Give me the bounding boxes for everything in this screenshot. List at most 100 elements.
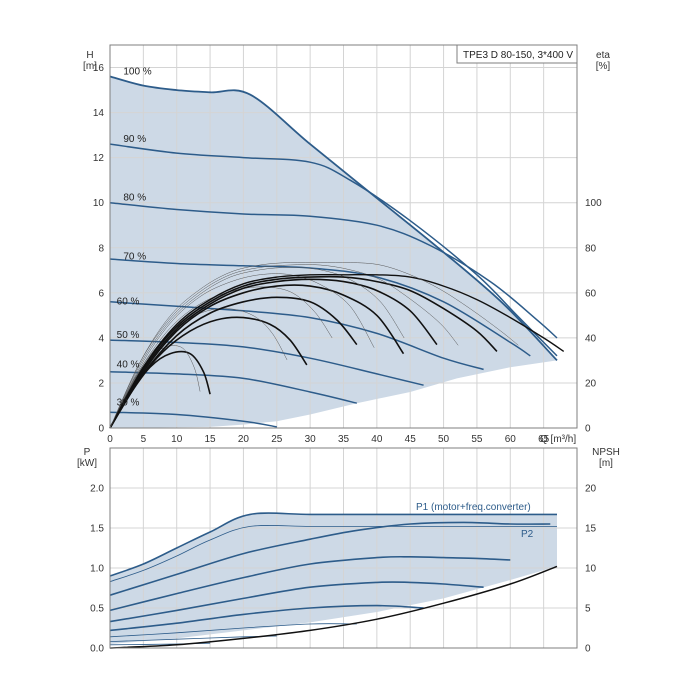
y-tick-label: 10 [93,198,105,209]
x-tick-label: 35 [338,434,350,445]
y-tick-label: 0 [98,424,104,435]
x-tick-label: 45 [405,434,417,445]
power-curve [109,555,511,612]
power-curve [109,521,551,596]
head-curve [109,301,484,371]
top-grid [109,45,577,429]
x-tick-label: 25 [271,434,283,445]
y-tick-label: 4 [98,333,104,344]
y-tick-label: 6 [98,288,104,299]
y2-tick-label: 80 [585,243,597,254]
bottom-y2-tick-label: 10 [585,564,597,575]
top-y2-ticks: 0 20 40 60 80 100 [585,198,602,434]
speed-curve-label: 40 % [117,359,140,370]
head-curve [109,411,277,428]
x-tick-label: 15 [205,434,217,445]
efficiency-curve-thin [109,264,459,429]
speed-curve-label: 30 % [117,398,140,409]
efficiency-curve [109,273,565,429]
p2-power-curve [109,524,557,582]
y-tick-label: 12 [93,153,105,164]
speed-curve-label: 60 % [117,296,140,307]
bottom-y2-axis-title: NPSH [592,447,620,458]
bottom-y2-tick-label: 5 [585,604,591,615]
head-curve [109,201,558,339]
y-tick-label: 8 [98,243,104,254]
power-curve [109,581,484,623]
efficiency-curve [109,284,405,429]
top-chart: 0 5 10 15 20 25 30 35 40 45 50 55 60 65 0 2 4 6 8 10 12 14 16… [83,44,611,445]
x-tick-label: 10 [171,434,183,445]
bottom-y2-ticks: 0 5 10 15 20 [585,484,597,655]
y2-tick-label: 0 [585,424,591,435]
x-tick-label: 65 [538,434,550,445]
head-curve [109,75,558,362]
speed-curve-label: 100 % [123,67,151,78]
head-curve [109,143,558,357]
top-x-ticks: 0 5 10 15 20 25 30 35 40 45 50 55 60 65 [107,434,549,445]
x-tick-label: 60 [505,434,517,445]
bottom-y-axis-title: P [84,447,91,458]
top-y-axis-title: H [86,50,93,61]
top-y-ticks: 0 2 4 6 8 10 12 14 16 [93,63,105,434]
efficiency-curve [109,278,438,429]
chart-title: TPE3 D 80-150, 3*400 V [463,50,573,61]
top-y-axis-unit: [m] [83,61,97,72]
y2-tick-label: 60 [585,288,597,299]
top-x-axis-title: Q [m³/h] [540,434,576,445]
top-envelope-area [110,76,557,428]
x-tick-label: 5 [141,434,147,445]
npsh-curve [109,565,558,649]
top-plot-frame [109,44,578,429]
bottom-y-tick-label: 1.5 [90,524,104,535]
bottom-y-ticks: 0.0 0.5 1.0 1.5 2.0 [90,484,104,655]
top-eta-series [109,262,565,429]
title-box [456,44,578,64]
head-curve [109,370,357,404]
bottom-series [109,512,557,646]
p1-power-curve [109,512,557,577]
x-tick-label: 40 [371,434,383,445]
speed-curve-label: 80 % [123,193,146,204]
power-curve [109,604,424,632]
power-curve [109,623,357,638]
p1-annotation: P1 (motor+freq.converter) [416,502,531,513]
y2-tick-label: 100 [585,198,602,209]
speed-curve-label: 70 % [123,251,146,262]
bottom-y-tick-label: 0.5 [90,604,104,615]
bottom-y-tick-label: 2.0 [90,484,104,495]
bottom-y2-tick-label: 15 [585,524,597,535]
efficiency-curve-thin [109,262,519,429]
power-curve [109,642,211,646]
p2-annotation: P2 [521,529,534,540]
efficiency-curve [109,296,358,429]
bottom-y-axis-unit: [kW] [77,458,97,469]
bottom-y-tick-label: 0.0 [90,644,104,655]
x-tick-label: 50 [438,434,450,445]
x-tick-label: 55 [471,434,483,445]
bottom-y-tick-label: 1.0 [90,564,104,575]
speed-curve-label: 50 % [117,330,140,341]
y2-tick-label: 20 [585,378,597,389]
y-tick-label: 16 [93,63,105,74]
top-y2-axis-title: eta [596,50,610,61]
y-tick-label: 2 [98,378,104,389]
x-tick-label: 30 [305,434,317,445]
efficiency-curve-thin [109,267,405,429]
x-tick-label: 0 [107,434,113,445]
y2-tick-label: 40 [585,333,597,344]
bottom-envelope-area [110,513,557,644]
efficiency-curve [109,275,498,429]
top-curve-labels: 100 % 90 % 80 % 70 % 60 % 50 % 40 % 30 % [117,67,152,409]
top-y2-axis-unit: [%] [596,61,611,72]
speed-curve-label: 90 % [123,134,146,145]
x-tick-label: 20 [238,434,250,445]
bottom-y2-axis-unit: [m] [599,458,613,469]
y-tick-label: 14 [93,108,105,119]
bottom-y2-tick-label: 20 [585,484,597,495]
head-curve [109,258,531,357]
bottom-plot-frame [109,447,578,649]
bottom-y2-tick-label: 0 [585,644,591,655]
bottom-chart: 0.0 0.5 1.0 1.5 2.0 0 5 10 15 20 P [kW] NPSH [m]… [77,447,620,655]
efficiency-curve-thin [109,273,375,429]
